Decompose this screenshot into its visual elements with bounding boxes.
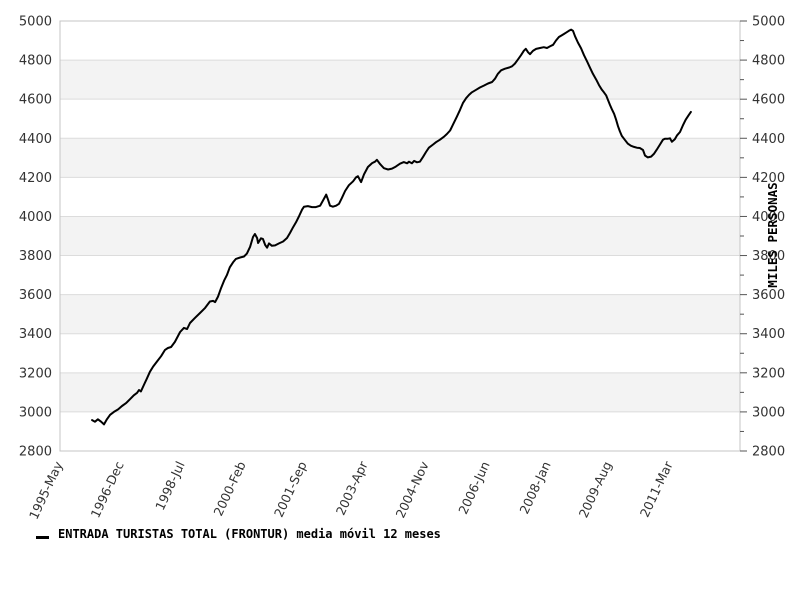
grid-band [60,372,740,412]
y-axis-label-right: 3400 [752,327,785,342]
y-axis-label-right: 5000 [752,15,785,30]
y-axis-label-left: 3400 [19,327,52,342]
x-axis-label: 2000-Feb [210,459,248,518]
legend-label: ENTRADA TURISTAS TOTAL (FRONTUR) media m… [58,527,441,541]
data-line [91,28,692,426]
y-axis-label-right: 2800 [752,445,785,460]
x-axis-label: 2009-Aug [576,459,615,520]
y-axis-label-left: 3600 [19,288,52,303]
y-axis-label-left: 3200 [19,366,52,381]
y-axis-label-right: 4200 [752,171,785,186]
y-axis-label-left: 2800 [19,445,52,460]
x-axis-label: 1995-May [26,458,66,521]
grid-band [60,60,740,100]
x-axis-label: 2004-Nov [392,458,432,520]
y-axis-label-right: 3600 [752,288,785,303]
x-axis-label: 2008-Jan [516,459,553,516]
y-axis-label-right: 4600 [752,93,785,108]
x-axis-label: 2011-Mar [637,458,676,519]
y-axis-label-left: 3000 [19,405,52,420]
x-axis-label: 1998-Jul [152,459,188,513]
x-axis-label: 2001-Sep [271,459,310,520]
x-axis-label: 2003-Apr [333,458,371,517]
y-axis-label-right: 4800 [752,54,785,69]
y-axis-label-left: 4600 [19,93,52,108]
x-axis-label: 2006-Jun [455,459,492,517]
legend: ENTRADA TURISTAS TOTAL (FRONTUR) media m… [36,527,441,541]
y-axis-label-right: 3200 [752,366,785,381]
grid-band [60,138,740,178]
y-axis-label-right: 4400 [752,132,785,147]
y-axis-label-left: 3800 [19,249,52,264]
grid-band [60,294,740,334]
y-axis-label-right: 3000 [752,405,785,420]
y-axis-label-left: 4400 [19,132,52,147]
y-axis-label-right: 4000 [752,210,785,225]
y-axis-label-left: 5000 [19,15,52,30]
y-axis-label-left: 4000 [19,210,52,225]
y-axis-title-right: MILES PERSONAS [765,182,780,287]
y-axis-label-right: 3800 [752,249,785,264]
x-axis-label: 1996-Dec [88,459,127,520]
y-axis-label-left: 4800 [19,54,52,69]
grid-band [60,216,740,256]
y-axis-label-left: 4200 [19,171,52,186]
legend-line-marker [36,535,49,539]
